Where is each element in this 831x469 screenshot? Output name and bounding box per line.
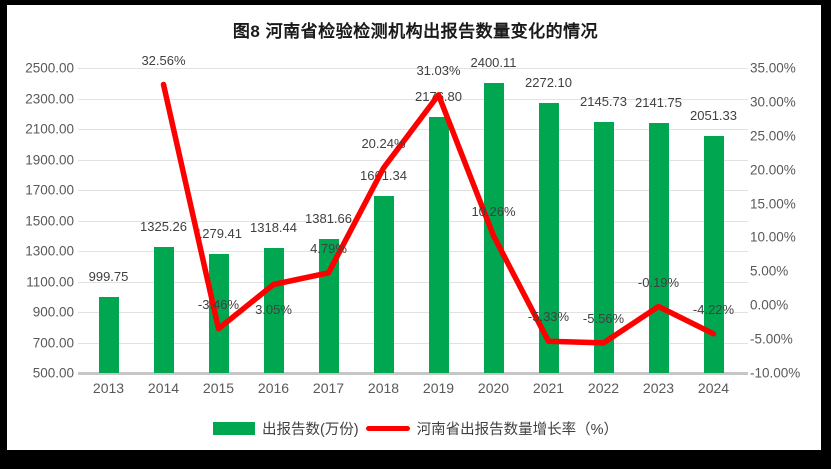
y-axis-label-right: 10.00% (750, 229, 796, 245)
y-axis-label-right: 35.00% (750, 60, 796, 76)
x-axis-line (78, 372, 748, 375)
y-axis-label-left: 700.00 (32, 335, 74, 350)
y-axis-label-right: -10.00% (750, 365, 801, 381)
y-axis-label-left: 1100.00 (26, 274, 74, 289)
gridline (78, 251, 748, 252)
y-axis-label-right: 20.00% (750, 162, 796, 178)
bar-value-label: 2141.75 (635, 94, 682, 110)
bar (428, 117, 449, 373)
y-axis-label-right: 25.00% (750, 128, 796, 144)
bar (318, 238, 339, 373)
y-axis-label-left: 1500.00 (25, 213, 74, 228)
y-axis-label-right: 30.00% (750, 94, 796, 110)
y-axis-label-left: 1900.00 (25, 152, 74, 167)
y-axis-label-left: 2100.00 (25, 121, 74, 137)
line-point-label: 20.24% (361, 136, 406, 152)
bar (373, 195, 394, 373)
line-point-label: -5.33% (527, 309, 570, 325)
bar (703, 136, 724, 373)
y-axis-label-left: 2300.00 (25, 91, 74, 106)
gridline (78, 190, 748, 191)
bar-value-label: 1325.26 (140, 219, 187, 235)
bar-value-label: 2051.33 (690, 108, 737, 124)
frame-border-top (0, 0, 831, 5)
line-point-label: 3.05% (255, 301, 292, 317)
bar-value-label: 1661.34 (360, 167, 407, 183)
x-axis-label: 2024 (697, 380, 730, 396)
bar-value-label: 999.75 (88, 268, 129, 284)
y-axis-label-left: 500.00 (32, 365, 74, 381)
line-point-label: 10.26% (471, 203, 516, 219)
line-point-label: 4.79% (310, 240, 347, 256)
x-axis-label: 2014 (147, 380, 180, 396)
x-axis-label: 2020 (477, 380, 510, 396)
gridline (78, 312, 748, 313)
x-axis-label: 2015 (202, 380, 235, 396)
line-point-label: 32.56% (141, 52, 186, 68)
bar (538, 102, 559, 373)
bar-value-label: 1318.44 (250, 220, 297, 236)
gridline (78, 342, 748, 344)
line-point-label: -0.19% (637, 274, 680, 290)
bar-value-label: 2176.80 (415, 89, 462, 105)
y-axis-label-right: 5.00% (750, 263, 789, 279)
line-point-label: -5.56% (582, 310, 625, 326)
bar (483, 83, 504, 373)
bar-value-label: 2272.10 (525, 74, 572, 90)
y-axis-label-left: 900.00 (32, 304, 74, 320)
frame-border-bottom (0, 450, 831, 469)
legend-bar-swatch (212, 422, 255, 435)
bar-value-label: 1381.66 (305, 210, 352, 226)
x-axis-label: 2016 (257, 380, 290, 396)
legend-line-label: 河南省出报告数量增长率（%） (416, 422, 619, 438)
x-axis-label: 2018 (367, 380, 400, 396)
chart-title: 图8 河南省检验检测机构出报告数量变化的情况 (232, 22, 599, 41)
bar-value-label: 1279.41 (195, 226, 242, 242)
gridline (78, 68, 748, 69)
x-axis-label: 2019 (422, 380, 455, 396)
x-axis-label: 2017 (312, 380, 345, 396)
x-axis-label: 2013 (92, 380, 125, 396)
bar (153, 247, 174, 373)
bar-value-label: 2400.11 (470, 55, 517, 71)
line-point-label: -4.22% (692, 301, 735, 317)
y-axis-label-right: 15.00% (750, 196, 796, 212)
bar (98, 296, 119, 373)
bar (208, 254, 229, 373)
y-axis-label-left: 1300.00 (25, 243, 74, 259)
gridline (78, 129, 748, 130)
bar-value-label: 2145.73 (580, 94, 627, 110)
y-axis-label-right: 0.00% (750, 297, 789, 313)
y-axis-label-left: 2500.00 (25, 60, 74, 76)
y-axis-label-left: 1700.00 (25, 182, 74, 198)
x-axis-label: 2021 (532, 380, 565, 396)
frame-border-right (821, 0, 831, 450)
line-point-label: 31.03% (416, 62, 461, 78)
legend-bar-label: 出报告数(万份) (261, 422, 359, 438)
y-axis-label-right: -5.00% (750, 331, 793, 347)
bar (648, 122, 669, 373)
gridline (78, 159, 748, 161)
frame-border-left (0, 0, 7, 450)
x-axis-label: 2023 (642, 380, 675, 396)
x-axis-label: 2022 (587, 380, 620, 396)
bar (593, 122, 614, 373)
line-point-label: -3.46% (197, 296, 240, 312)
legend: 出报告数(万份) 河南省出报告数量增长率（%） (0, 418, 831, 439)
legend-line-swatch (365, 426, 410, 431)
